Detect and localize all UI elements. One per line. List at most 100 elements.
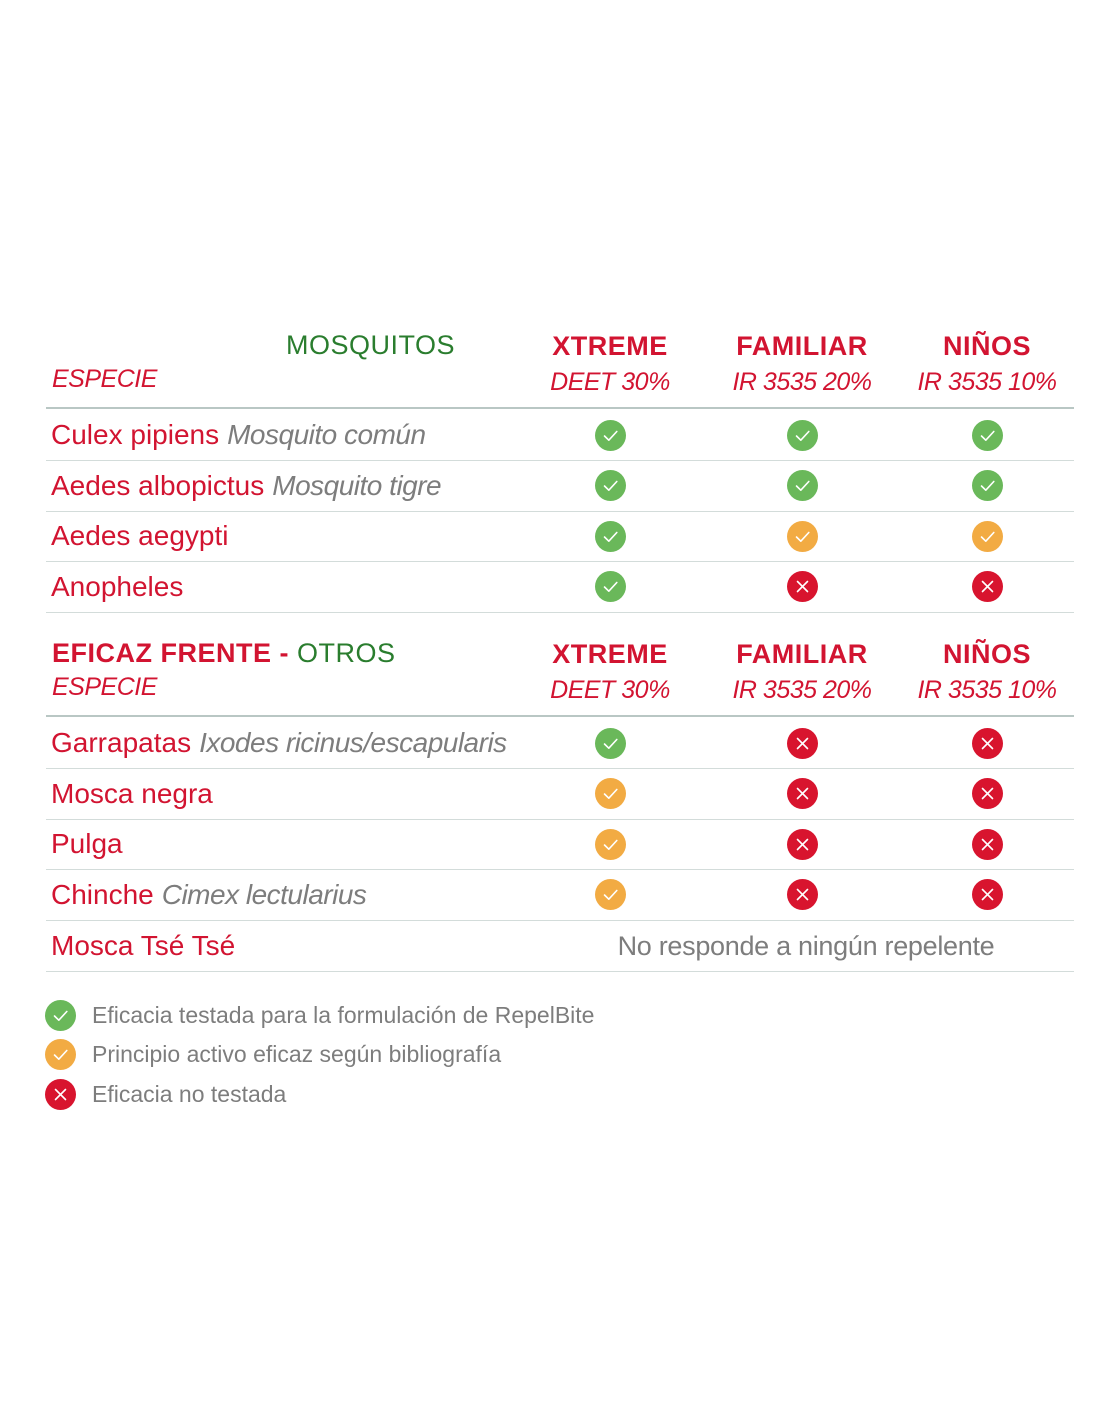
status-cell <box>515 562 705 612</box>
species-common-name: Pulga <box>51 828 123 860</box>
otros-table: EFICAZ FRENTE - OTROS ESPECIE XTREME DEE… <box>46 628 1074 978</box>
species-name: Culex pipiens Mosquito común <box>51 410 426 460</box>
red-x-icon <box>786 879 818 911</box>
red-x-icon <box>45 1078 76 1110</box>
status-cell <box>892 562 1082 612</box>
orange-check-icon <box>594 879 626 911</box>
header-divider <box>46 407 1074 409</box>
green-check-icon <box>594 571 626 603</box>
species-secondary-name: Mosquito común <box>227 419 426 450</box>
mosquitos-table: MOSQUITOS ESPECIE XTREME DEET 30% FAMILI… <box>46 320 1074 620</box>
status-cell <box>892 870 1082 920</box>
header-divider <box>46 715 1074 717</box>
red-x-icon <box>786 828 818 860</box>
green-check-icon <box>786 470 818 502</box>
legend-label: Eficacia testada para la formulación de … <box>92 1001 595 1028</box>
status-cell <box>707 511 897 561</box>
green-check-icon <box>594 419 626 451</box>
status-cell <box>515 511 705 561</box>
green-check-icon <box>971 470 1003 502</box>
species-name: Pulga <box>51 819 123 869</box>
product-formula: IR 3535 10% <box>917 676 1057 704</box>
species-common-name: Garrapatas <box>51 727 192 758</box>
product-formula: IR 3535 10% <box>917 368 1057 396</box>
column-header-xtreme: XTREME DEET 30% <box>515 636 705 708</box>
table-row: Aedes aegypti <box>46 511 1074 563</box>
species-common-name: Mosca negra <box>51 777 213 809</box>
product-formula: DEET 30% <box>550 368 670 396</box>
green-check-icon <box>594 727 626 759</box>
table-row: Chinche Cimex lectularius <box>46 870 1074 921</box>
species-secondary-name: Cimex lectularius <box>161 878 367 910</box>
section-title-otros: EFICAZ FRENTE - OTROS <box>52 638 396 669</box>
status-cell <box>892 410 1082 460</box>
product-name: XTREME <box>552 331 668 361</box>
green-check-icon <box>594 520 626 552</box>
orange-check-icon <box>786 520 818 552</box>
status-cell <box>707 410 897 460</box>
table-row: Culex pipiens Mosquito común <box>46 410 1074 461</box>
status-cell <box>707 461 897 511</box>
table-row: Anopheles <box>46 562 1074 613</box>
status-cell <box>515 410 705 460</box>
section-title-others: OTROS <box>297 638 396 668</box>
legend-label: Principio activo eficaz según bibliograf… <box>92 1040 502 1067</box>
green-check-icon <box>971 419 1003 451</box>
species-name: Aedes albopictus Mosquito tigre <box>51 461 442 511</box>
green-check-icon <box>45 999 76 1031</box>
status-cell <box>515 718 705 768</box>
no-response-note: No responde a ningún repelente <box>617 931 995 961</box>
especie-label: ESPECIE <box>52 365 157 393</box>
product-formula: IR 3535 20% <box>732 368 872 396</box>
section-title-eficaz: EFICAZ FRENTE - <box>52 638 297 668</box>
column-header-familiar: FAMILIAR IR 3535 20% <box>707 636 897 708</box>
legend-item: Eficacia testada para la formulación de … <box>45 996 745 1034</box>
red-x-icon <box>971 879 1003 911</box>
species-name: Mosca Tsé Tsé <box>51 930 236 961</box>
status-cell <box>707 562 897 612</box>
species-common-name: Anopheles <box>51 570 184 602</box>
status-cell <box>707 769 897 819</box>
species-name: Chinche Cimex lectularius <box>51 870 367 920</box>
status-cell <box>892 769 1082 819</box>
especie-label: ESPECIE <box>52 673 157 701</box>
status-cell <box>892 461 1082 511</box>
green-check-icon <box>786 419 818 451</box>
green-check-icon <box>594 470 626 502</box>
table-row: Garrapatas Ixodes ricinus/escapularis <box>46 718 1074 769</box>
orange-check-icon <box>45 1038 76 1070</box>
species-common-name: Aedes albopictus <box>51 469 265 501</box>
legend: Eficacia testada para la formulación de … <box>45 996 745 1114</box>
column-header-xtreme: XTREME DEET 30% <box>515 328 705 400</box>
column-header-ninos: NIÑOS IR 3535 10% <box>892 328 1082 400</box>
table-row-tse-tse: Mosca Tsé Tsé No responde a ningún repel… <box>46 921 1074 972</box>
legend-label: Eficacia no testada <box>92 1080 287 1107</box>
orange-check-icon <box>971 520 1003 552</box>
table-row: Aedes albopictus Mosquito tigre <box>46 461 1074 512</box>
species-name: Aedes aegypti <box>51 511 228 561</box>
red-x-icon <box>971 727 1003 759</box>
legend-item: Principio activo eficaz según bibliograf… <box>45 1034 745 1074</box>
status-cell <box>892 819 1082 869</box>
legend-item: Eficacia no testada <box>45 1074 745 1114</box>
status-cell <box>707 870 897 920</box>
product-name: XTREME <box>552 639 668 669</box>
status-cell <box>515 819 705 869</box>
orange-check-icon <box>594 778 626 810</box>
status-cell <box>515 461 705 511</box>
species-common-name: Culex pipiens <box>51 419 220 450</box>
product-name: NIÑOS <box>942 639 1031 669</box>
section-title-mosquitos: MOSQUITOS <box>286 330 456 360</box>
species-secondary-name: Ixodes ricinus/escapularis <box>199 727 507 758</box>
species-name: Anopheles <box>51 562 183 612</box>
status-cell <box>707 819 897 869</box>
species-name: Garrapatas Ixodes ricinus/escapularis <box>51 718 507 768</box>
product-formula: IR 3535 20% <box>732 676 872 704</box>
species-common-name: Aedes aegypti <box>51 520 229 552</box>
red-x-icon <box>971 828 1003 860</box>
product-name: FAMILIAR <box>736 639 868 669</box>
red-x-icon <box>786 727 818 759</box>
status-cell <box>892 511 1082 561</box>
species-secondary-name: Mosquito tigre <box>272 469 442 501</box>
red-x-icon <box>971 778 1003 810</box>
